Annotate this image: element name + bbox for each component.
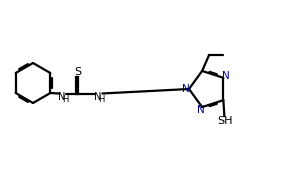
Text: N: N [94,93,102,102]
Text: H: H [62,95,68,103]
Text: SH: SH [218,116,233,126]
Text: N: N [222,71,230,81]
Text: N: N [182,84,189,94]
Text: N: N [58,93,65,102]
Text: S: S [74,67,81,77]
Text: N: N [197,106,205,115]
Text: H: H [98,95,104,103]
